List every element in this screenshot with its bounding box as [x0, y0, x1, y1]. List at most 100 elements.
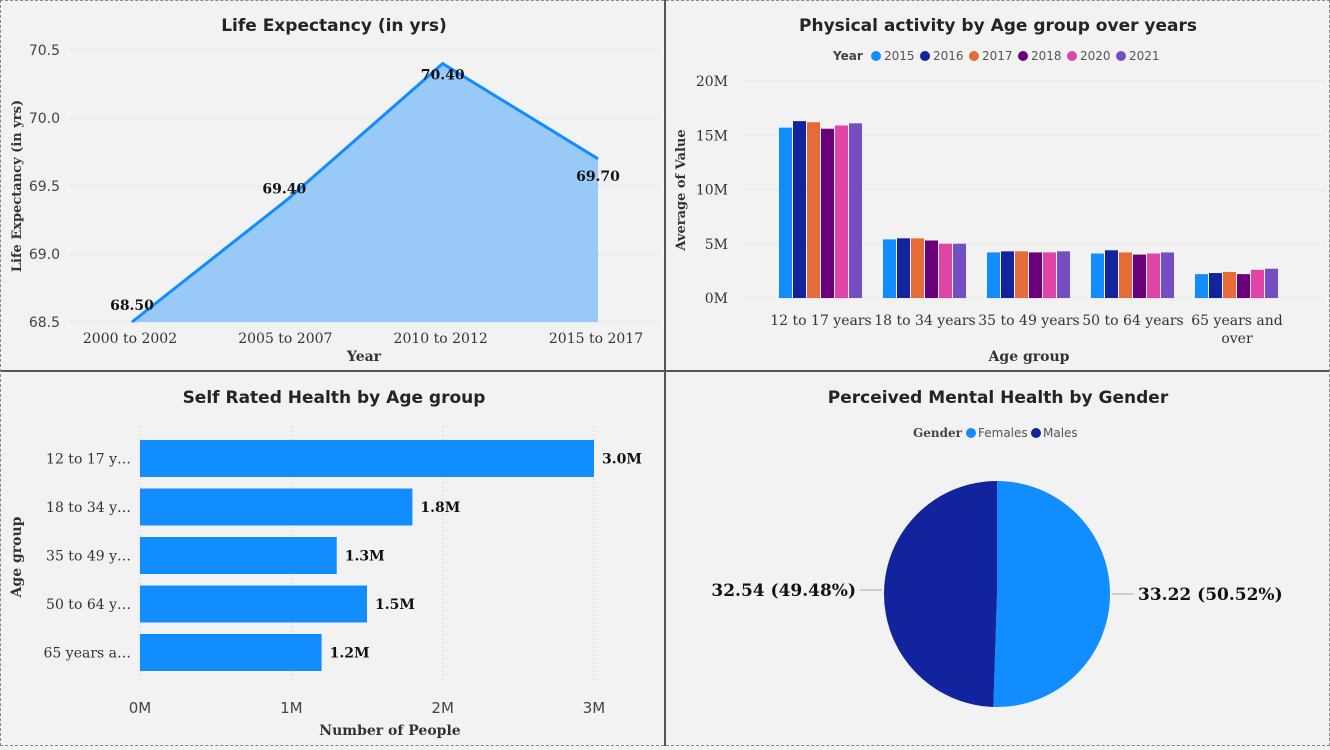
bar	[1015, 251, 1028, 298]
x-tick-label: 2015 to 2017	[549, 331, 643, 347]
legend-label: 2021	[1129, 49, 1160, 63]
legend-label: 2016	[933, 49, 964, 63]
x-tick-label: 18 to 34 years	[874, 313, 975, 329]
x-tick-label: 2000 to 2002	[83, 331, 177, 347]
data-label: 70.40	[421, 68, 465, 84]
area-fill	[132, 63, 598, 322]
y-tick-label: 5M	[705, 237, 728, 253]
y-tick-label: 20M	[696, 74, 728, 90]
x-tick-label: 35 to 49 years	[978, 313, 1079, 329]
x-tick-label: 2005 to 2007	[238, 331, 332, 347]
data-label: 3.0M	[602, 452, 642, 468]
bar	[1209, 273, 1222, 298]
chart-title: Life Expectancy (in yrs)	[221, 16, 447, 36]
x-tick-label: 12 to 17 years	[770, 313, 871, 329]
mental-health-panel: Perceived Mental Health by Gender Gender…	[666, 372, 1330, 746]
legend-marker	[1031, 428, 1041, 438]
life-expectancy-panel: Life Expectancy (in yrs) 70.5 70.0 69.5 69.…	[0, 0, 666, 372]
legend-label: Females	[978, 426, 1028, 440]
bar	[1147, 253, 1160, 298]
bar	[793, 121, 806, 299]
bar	[1161, 252, 1174, 298]
y-axis-label: Life Expectancy (in yrs)	[10, 100, 25, 272]
x-tick-label: over	[1221, 331, 1253, 347]
bar	[1001, 251, 1014, 298]
bar	[1251, 269, 1264, 298]
data-label: 69.40	[262, 182, 306, 198]
data-label: 32.54 (49.48%)	[711, 581, 856, 601]
x-tick-label: 2M	[431, 699, 454, 717]
self-rated-health-plot: 0M 1M 2M 3M 12 to 17 y… 3.0M 18 to 34 y… 1.8M 35…	[44, 427, 642, 717]
y-tick-label: 70.5	[29, 43, 60, 59]
self-rated-health-panel: Self Rated Health by Age group 0M 1M 2M 3M 1…	[0, 372, 666, 746]
legend-marker	[966, 428, 976, 438]
chart-title: Physical activity by Age group over year…	[799, 16, 1197, 36]
self-rated-health-chart: Self Rated Health by Age group 0M 1M 2M 3M 1…	[9, 388, 642, 739]
y-tick-label: 50 to 64 y…	[46, 597, 131, 613]
legend-marker	[969, 51, 979, 61]
bar	[1091, 253, 1104, 298]
pie-slice	[993, 481, 1111, 707]
bar	[140, 440, 594, 477]
bar	[835, 125, 848, 298]
pie-slice	[884, 481, 997, 707]
legend[interactable]: Gender Females Males	[913, 426, 1078, 440]
bar	[1195, 274, 1208, 298]
y-axis-label: Average of Value	[674, 129, 689, 251]
bar	[779, 127, 792, 298]
x-axis-label: Year	[346, 349, 382, 365]
y-tick-label: 10M	[696, 183, 728, 199]
bar	[140, 537, 337, 574]
bar	[1029, 252, 1042, 298]
bar	[1043, 252, 1056, 298]
legend-title: Year	[832, 49, 863, 63]
bar	[821, 128, 834, 298]
data-label: 1.8M	[420, 500, 460, 516]
bar	[140, 585, 367, 623]
x-axis-label: Number of People	[319, 723, 460, 739]
bar	[1133, 254, 1146, 298]
x-tick-label: 2010 to 2012	[394, 331, 488, 347]
x-tick-label: 65 years and	[1191, 313, 1282, 329]
legend[interactable]: Year 2015 2016 2017 2018 2020 2021	[832, 49, 1160, 63]
data-label: 1.5M	[375, 597, 415, 613]
physical-activity-plot: 20M 15M 10M 5M 0M 12 to 17 years 18 to 34 year…	[696, 74, 1326, 347]
y-tick-label: 65 years a…	[44, 646, 131, 662]
legend-label: 2018	[1031, 49, 1062, 63]
y-tick-label: 15M	[696, 128, 728, 144]
chart-title: Perceived Mental Health by Gender	[828, 388, 1169, 408]
bar	[897, 238, 910, 298]
legend-marker	[1116, 51, 1126, 61]
bar	[140, 634, 322, 671]
x-tick-label: 50 to 64 years	[1082, 313, 1183, 329]
legend-title: Gender	[913, 426, 963, 440]
y-tick-label: 69.0	[29, 247, 60, 263]
bar	[849, 123, 862, 298]
bar	[987, 252, 1000, 298]
physical-activity-panel: Physical activity by Age group over year…	[666, 0, 1330, 372]
legend-marker	[920, 51, 930, 61]
bar	[1223, 271, 1236, 298]
bar	[1265, 268, 1278, 298]
y-tick-label: 35 to 49 y…	[46, 549, 131, 565]
mental-health-pie: 33.22 (50.52%) 32.54 (49.48%)	[711, 481, 1283, 707]
y-tick-label: 18 to 34 y…	[46, 500, 131, 516]
bar	[883, 239, 896, 298]
x-tick-label: 3M	[583, 699, 606, 717]
legend-label: Males	[1043, 426, 1078, 440]
x-tick-label: 1M	[280, 699, 303, 717]
legend-marker	[871, 51, 881, 61]
chart-title: Self Rated Health by Age group	[183, 388, 486, 408]
physical-activity-chart: Physical activity by Age group over year…	[674, 16, 1326, 365]
data-label: 33.22 (50.52%)	[1138, 585, 1283, 605]
legend-label: 2017	[982, 49, 1013, 63]
data-label: 1.2M	[330, 646, 370, 662]
bar	[807, 122, 820, 298]
data-label: 1.3M	[345, 549, 385, 565]
life-expectancy-chart: Life Expectancy (in yrs) 70.5 70.0 69.5 69.…	[10, 16, 660, 365]
legend-label: 2020	[1080, 49, 1111, 63]
bar	[1057, 251, 1070, 298]
y-tick-label: 69.5	[29, 179, 60, 195]
legend-marker	[1067, 51, 1077, 61]
bar	[911, 238, 924, 298]
